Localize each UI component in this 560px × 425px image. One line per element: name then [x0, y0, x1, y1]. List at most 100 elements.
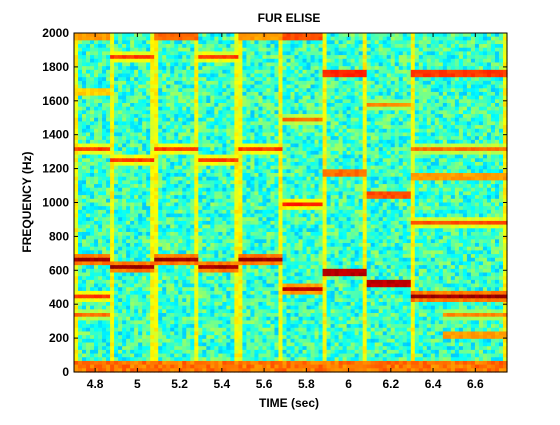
heatmap-cell — [118, 77, 123, 82]
heatmap-cell — [282, 91, 288, 97]
heatmap-cell — [202, 58, 207, 64]
heatmap-cell — [250, 132, 256, 137]
heatmap-cell — [126, 36, 131, 41]
heatmap-cell — [362, 128, 368, 134]
heatmap-cell — [130, 184, 135, 189]
heatmap-cell — [214, 114, 219, 119]
heatmap-cell — [290, 84, 296, 89]
heatmap-cell — [442, 88, 448, 93]
heatmap-cell — [486, 91, 492, 97]
heatmap-cell — [434, 139, 440, 145]
heatmap-cell — [174, 143, 179, 148]
heatmap-cell — [386, 195, 392, 200]
heatmap-cell — [150, 132, 155, 137]
heatmap-cell — [102, 66, 107, 71]
heatmap-cell — [270, 176, 276, 181]
heatmap-cell — [178, 55, 183, 60]
heatmap-cell — [146, 161, 151, 167]
heatmap-cell — [438, 84, 444, 89]
heatmap-cell — [110, 114, 115, 119]
heatmap-cell — [362, 136, 368, 141]
heatmap-cell — [426, 58, 432, 64]
heatmap-cell — [302, 117, 308, 123]
heatmap-cell — [246, 95, 252, 100]
heatmap-cell — [182, 125, 187, 130]
heatmap-cell — [350, 99, 356, 104]
heatmap-cell — [94, 117, 99, 123]
heatmap-cell — [486, 158, 492, 163]
heatmap-cell — [434, 161, 440, 167]
heatmap-cell — [214, 173, 219, 178]
heatmap-cell — [94, 184, 99, 189]
heatmap-cell — [478, 95, 484, 100]
heatmap-cell — [390, 158, 396, 163]
heatmap-cell — [246, 110, 252, 115]
heatmap-cell — [386, 33, 392, 38]
heatmap-cell — [242, 44, 247, 49]
heatmap-cell — [334, 110, 340, 115]
heatmap-cell — [242, 198, 247, 204]
heatmap-cell — [226, 184, 231, 189]
heatmap-cell — [218, 73, 223, 78]
heatmap-cell — [142, 154, 147, 159]
heatmap-cell — [406, 180, 412, 185]
heatmap-cell — [258, 95, 264, 100]
heatmap-cell — [230, 165, 235, 170]
heatmap-cell — [114, 33, 119, 38]
heatmap-cell — [314, 132, 320, 137]
heatmap-cell — [322, 106, 328, 111]
heatmap-cell — [282, 180, 288, 185]
heatmap-cell — [154, 195, 159, 200]
heatmap-cell — [130, 154, 135, 159]
heatmap-cell — [226, 80, 231, 86]
heatmap-cell — [422, 55, 428, 60]
heatmap-cell — [82, 187, 87, 193]
heatmap-cell — [358, 33, 364, 38]
heatmap-cell — [110, 69, 115, 75]
heatmap-cell — [158, 88, 163, 93]
heatmap-cell — [430, 143, 436, 148]
heatmap-cell — [378, 88, 384, 93]
heatmap-cell — [98, 55, 103, 60]
heatmap-cell — [270, 114, 276, 119]
heatmap-cell — [294, 125, 300, 130]
heatmap-cell — [254, 169, 260, 174]
heatmap-cell — [330, 195, 336, 200]
heatmap-cell — [278, 128, 284, 134]
heatmap-cell — [322, 184, 328, 189]
heatmap-cell — [90, 180, 95, 185]
heatmap-cell — [210, 176, 215, 181]
heatmap-cell — [454, 132, 460, 137]
heatmap-cell — [206, 121, 211, 126]
heatmap-cell — [198, 161, 203, 167]
heatmap-cell — [346, 58, 352, 64]
heatmap-cell — [86, 191, 91, 196]
heatmap-cell — [418, 36, 424, 41]
heatmap-cell — [262, 150, 268, 156]
heatmap-cell — [414, 195, 420, 200]
heatmap-cell — [166, 80, 171, 86]
heatmap-cell — [218, 187, 223, 193]
heatmap-cell — [434, 110, 440, 115]
heatmap-cell — [110, 47, 115, 53]
heatmap-cell — [366, 77, 372, 82]
heatmap-cell — [330, 132, 336, 137]
heatmap-cell — [206, 103, 211, 108]
heatmap-cell — [114, 139, 119, 145]
heatmap-cell — [242, 173, 247, 178]
heatmap-cell — [334, 150, 340, 156]
heatmap-cell — [182, 110, 187, 115]
heatmap-cell — [186, 33, 191, 38]
heatmap-cell — [186, 154, 191, 159]
heatmap-cell — [234, 80, 239, 86]
heatmap-cell — [450, 77, 456, 82]
heatmap-cell — [234, 33, 239, 38]
heatmap-cell — [110, 125, 115, 130]
heatmap-cell — [198, 40, 203, 45]
heatmap-cell — [374, 143, 380, 148]
heatmap-cell — [406, 184, 412, 189]
heatmap-cell — [306, 158, 312, 163]
heatmap-cell — [142, 150, 147, 156]
heatmap-cell — [502, 62, 508, 67]
heatmap-cell — [126, 176, 131, 181]
